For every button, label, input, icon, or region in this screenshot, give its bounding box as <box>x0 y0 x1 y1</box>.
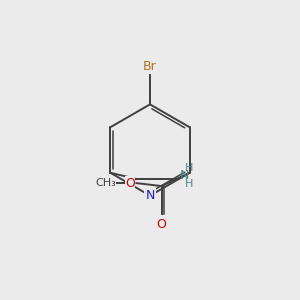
Text: O: O <box>125 177 135 190</box>
Text: H: H <box>185 179 194 189</box>
Text: Br: Br <box>143 60 157 74</box>
Text: O: O <box>157 218 166 232</box>
Text: N: N <box>145 189 155 202</box>
Text: CH₃: CH₃ <box>95 178 116 188</box>
Text: N: N <box>180 169 189 182</box>
Text: H: H <box>185 164 194 173</box>
